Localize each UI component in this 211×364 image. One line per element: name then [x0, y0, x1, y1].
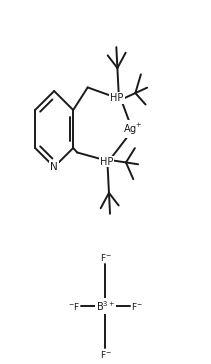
- Text: F$^{-}$: F$^{-}$: [100, 349, 111, 360]
- Text: HP: HP: [100, 157, 113, 166]
- Text: F$^{-}$: F$^{-}$: [100, 252, 111, 263]
- Text: B$^{3+}$: B$^{3+}$: [96, 299, 115, 313]
- Text: F$^{-}$: F$^{-}$: [131, 301, 143, 312]
- Text: N: N: [50, 162, 58, 172]
- Text: $^{-}$F: $^{-}$F: [68, 301, 80, 312]
- Text: Ag$^{+}$: Ag$^{+}$: [123, 122, 143, 136]
- Text: HP: HP: [110, 93, 124, 103]
